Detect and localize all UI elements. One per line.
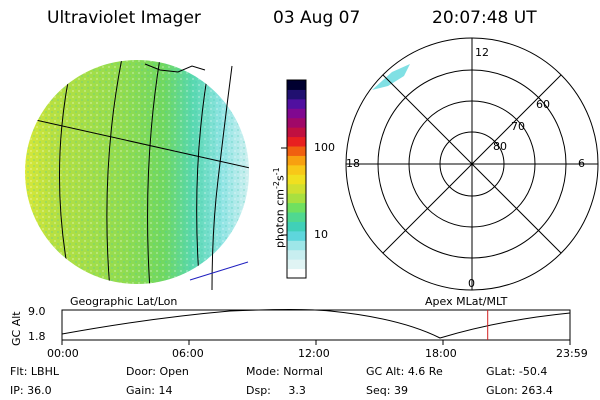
- orbit-xtick-label: 18:00: [425, 347, 457, 360]
- info-mode: Mode: Normal: [246, 365, 323, 378]
- colorbar-segment: [287, 127, 306, 138]
- colorbar-segment: [287, 174, 306, 185]
- orbit-ymin: 1.8: [28, 330, 46, 343]
- colorbar-segment: [287, 136, 306, 147]
- polar-ring-label-60: 60: [536, 98, 550, 111]
- earth-disk-image: [25, 60, 249, 291]
- colorbar-label: photon cm-2s-1: [272, 167, 287, 248]
- colorbar-segment: [287, 164, 306, 175]
- info-gain: Gain: 14: [126, 384, 173, 397]
- info-ip: IP: 36.0: [10, 384, 52, 397]
- colorbar-segment: [287, 249, 306, 260]
- orbit-xtick-label: 12:00: [298, 347, 330, 360]
- colorbar-segment: [287, 230, 306, 241]
- colorbar-segment: [287, 117, 306, 128]
- colorbar-segment: [287, 183, 306, 194]
- longitude-line: [106, 60, 123, 284]
- colorbar-segment: [287, 98, 306, 109]
- colorbar-segment: [287, 108, 306, 119]
- polar-ring-label-70: 70: [511, 120, 525, 133]
- time-label: 20:07:48 UT: [432, 8, 537, 28]
- geographic-label: Geographic Lat/Lon: [70, 295, 178, 308]
- colorbar-segment: [287, 268, 306, 279]
- coastline: [144, 63, 206, 73]
- mlt-label-6: 6: [578, 157, 585, 170]
- polar-axis-diagonal: [382, 74, 562, 254]
- color-bar: [281, 79, 307, 279]
- mlt-label-0: 0: [468, 277, 475, 290]
- coastline: [189, 261, 249, 281]
- orbit-ylabel: GC Alt: [10, 311, 23, 346]
- mlt-label-18: 18: [346, 157, 360, 170]
- info-gc-alt: GC Alt: 4.6 Re: [366, 365, 443, 378]
- info-door: Door: Open: [126, 365, 189, 378]
- longitude-line: [211, 65, 233, 291]
- orbit-xtick-label: 00:00: [47, 347, 79, 360]
- info-seq: Seq: 39: [366, 384, 408, 397]
- colorbar-segment: [287, 89, 306, 100]
- colorbar-tick-label: 100: [314, 141, 335, 154]
- date-label: 03 Aug 07: [273, 8, 361, 28]
- colorbar-segment: [287, 212, 306, 222]
- aurora-patch: [372, 64, 410, 90]
- colorbar-segment: [287, 146, 306, 156]
- orbit-altitude-plot: [61, 309, 571, 345]
- orbit-xtick-label: 06:00: [172, 347, 204, 360]
- mlt-label-12: 12: [475, 46, 489, 59]
- colorbar-segment: [287, 259, 306, 270]
- colorbar-segment: [287, 193, 306, 204]
- latitude-line: [25, 111, 249, 169]
- colorbar-segment: [287, 221, 306, 232]
- info-dsp: Dsp: 3.3: [246, 384, 306, 397]
- colorbar-tick-label: 10: [314, 228, 328, 241]
- apex-label: Apex MLat/MLT: [425, 295, 508, 308]
- polar-ring-label-80: 80: [493, 140, 507, 153]
- colorbar-segment: [287, 240, 306, 251]
- colorbar-segment: [287, 202, 306, 213]
- altitude-curve: [61, 309, 571, 339]
- instrument-title: Ultraviolet Imager: [47, 8, 201, 28]
- colorbar-segment: [287, 155, 306, 166]
- orbit-ymax: 9.0: [28, 305, 46, 318]
- longitude-line: [58, 61, 73, 283]
- info-flt: Flt: LBHL: [10, 365, 59, 378]
- orbit-xtick-label: 23:59: [556, 347, 588, 360]
- polar-plot: [345, 37, 599, 291]
- longitude-line: [196, 60, 211, 284]
- info-glat: GLat: -50.4: [486, 365, 548, 378]
- colorbar-segment: [287, 80, 306, 90]
- longitude-line: [147, 60, 161, 284]
- info-glon: GLon: 263.4: [486, 384, 553, 397]
